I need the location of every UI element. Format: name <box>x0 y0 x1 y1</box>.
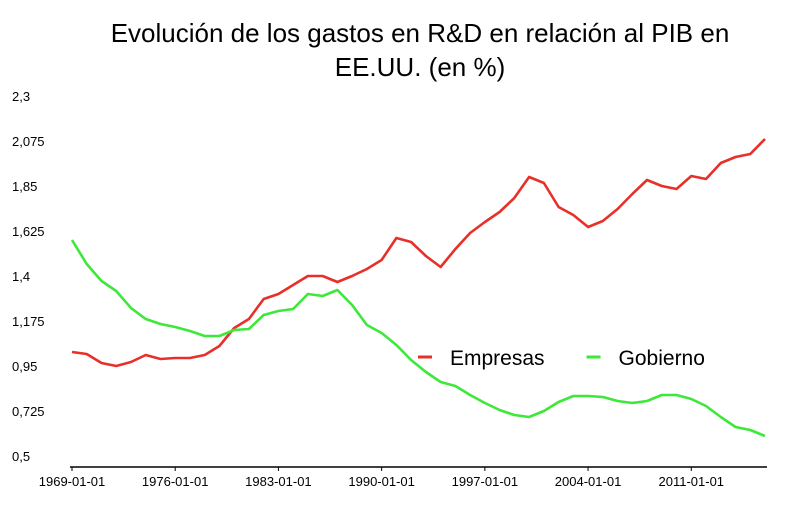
x-tick-label: 2004-01-01 <box>555 474 622 489</box>
y-tick-label: 1,85 <box>12 179 37 194</box>
legend-label: Empresas <box>450 347 545 370</box>
legend-label: Gobierno <box>619 347 705 370</box>
y-tick-label: 1,625 <box>12 224 45 239</box>
series-line <box>71 138 766 368</box>
series-line <box>70 239 766 438</box>
y-tick-label: 0,5 <box>12 449 30 464</box>
y-tick-label: 2,3 <box>12 89 30 104</box>
x-tick-label: 1976-01-01 <box>142 474 209 489</box>
y-tick-label: 2,075 <box>12 134 45 149</box>
y-tick-label: 0,725 <box>12 404 45 419</box>
x-tick-label: 2011-01-01 <box>659 474 725 489</box>
x-tick-label: 1983-01-01 <box>245 474 312 489</box>
y-tick-label: 0,95 <box>12 359 37 374</box>
x-tick-label: 1969-01-01 <box>39 474 106 489</box>
chart-title: Evolución de los gastos en R&D en relaci… <box>110 18 730 82</box>
x-tick-label: 1997-01-01 <box>452 474 519 489</box>
y-tick-label: 1,175 <box>12 314 45 329</box>
y-tick-label: 1,4 <box>12 269 30 284</box>
x-tick-label: 1990-01-01 <box>348 474 415 489</box>
